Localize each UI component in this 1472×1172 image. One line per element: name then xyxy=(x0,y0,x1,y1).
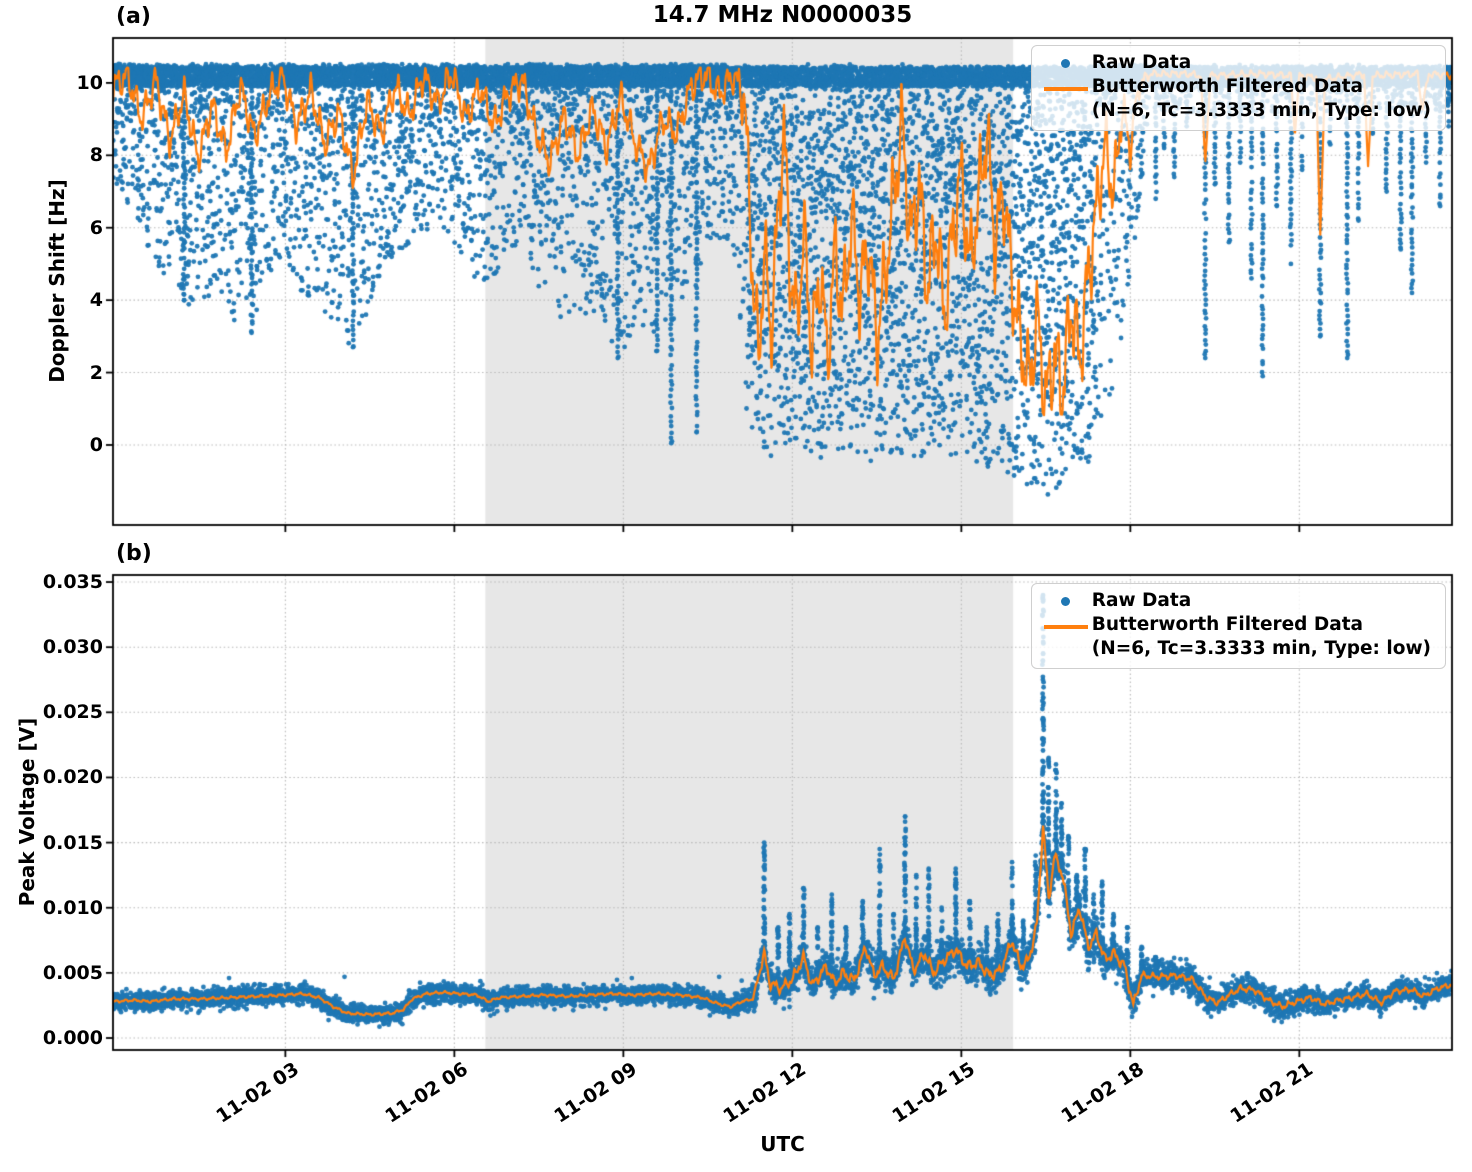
y-tick-label: 6 xyxy=(89,217,103,239)
y-tick-label: 0.030 xyxy=(42,636,103,658)
y-tick-label: 4 xyxy=(89,289,103,311)
legend-filtered-label: Butterworth Filtered Data xyxy=(1091,76,1364,98)
y-tick-label: 2 xyxy=(89,362,103,384)
legend-a: Raw Data Butterworth Filtered Data (N=6,… xyxy=(1030,45,1446,132)
filtered-data-line-marker xyxy=(1043,625,1088,629)
legend-filtered-sublabel: (N=6, Tc=3.3333 min, Type: low) xyxy=(1091,638,1431,660)
legend-filtered-label: Butterworth Filtered Data xyxy=(1091,614,1364,636)
panel-a-label: (a) xyxy=(116,4,151,29)
legend-entry-raw: Raw Data xyxy=(1040,51,1431,75)
legend-raw-label: Raw Data xyxy=(1091,52,1192,73)
y-axis-label-doppler: Doppler Shift [Hz] xyxy=(45,179,69,383)
y-tick-label: 0.025 xyxy=(42,701,103,723)
y-tick-label: 0.035 xyxy=(42,571,103,593)
legend-entry-filtered: Butterworth Filtered Data (N=6, Tc=3.333… xyxy=(1040,75,1431,123)
legend-raw-label: Raw Data xyxy=(1091,590,1192,611)
legend-b: Raw Data Butterworth Filtered Data (N=6,… xyxy=(1030,583,1446,670)
y-tick-label: 0.005 xyxy=(42,962,103,984)
raw-data-dot-marker xyxy=(1061,597,1071,606)
y-tick-label: 0.020 xyxy=(42,766,103,788)
legend-filtered-sublabel: (N=6, Tc=3.3333 min, Type: low) xyxy=(1091,100,1431,122)
y-tick-label: 0 xyxy=(89,434,103,456)
y-tick-label: 0.010 xyxy=(42,897,103,919)
panel-b-label: (b) xyxy=(116,541,152,566)
filtered-data-line-marker xyxy=(1043,87,1088,91)
raw-data-dot-marker xyxy=(1061,59,1071,68)
y-tick-label: 0.000 xyxy=(42,1027,103,1049)
x-axis-label: UTC xyxy=(760,1132,805,1156)
y-tick-label: 10 xyxy=(76,72,103,94)
y-tick-label: 8 xyxy=(89,144,103,166)
y-axis-label-voltage: Peak Voltage [V] xyxy=(15,717,39,907)
y-tick-label: 0.015 xyxy=(42,832,103,854)
legend-entry-raw: Raw Data xyxy=(1040,589,1431,613)
legend-entry-filtered: Butterworth Filtered Data (N=6, Tc=3.333… xyxy=(1040,613,1431,661)
figure-title: 14.7 MHz N0000035 xyxy=(652,2,913,28)
